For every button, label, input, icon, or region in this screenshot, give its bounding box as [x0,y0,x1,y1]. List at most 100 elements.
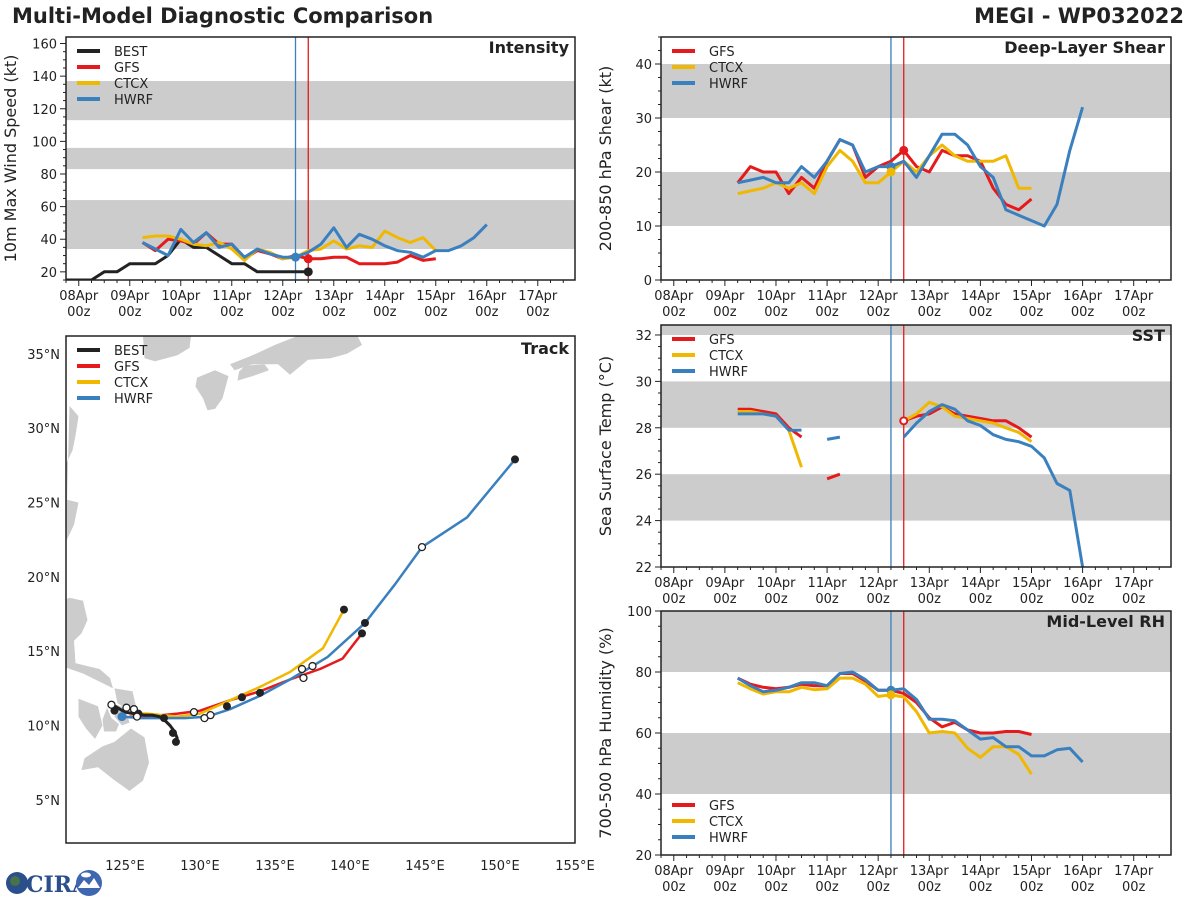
threshold-band [661,474,1171,521]
x-tick-sublabel: 00z [662,592,686,607]
x-tick-label: 15Apr [1012,576,1052,591]
lat-tick-label: 30°N [27,422,60,437]
panel-title: Track [521,339,569,358]
series-line-hwrf [902,403,1085,567]
x-tick-sublabel: 00z [475,305,499,320]
legend-label: BEST [114,45,147,60]
y-tick-label: 30 [635,375,652,390]
cira-logo: CIRA [6,870,102,898]
legend-label: CTCX [709,349,743,364]
track-line-best [112,703,179,740]
y-tick-label: 20 [40,266,57,281]
x-tick-label: 13Apr [910,289,950,304]
x-tick-sublabel: 00z [713,592,737,607]
threshold-band [661,611,1171,672]
lat-tick-label: 15°N [27,645,60,660]
x-tick-sublabel: 00z [526,305,550,320]
init-marker-gfs [899,145,909,155]
threshold-band [661,733,1171,794]
track-marker-open [297,664,307,674]
lon-tick-label: 150°E [480,859,520,874]
legend-label: CTCX [114,77,148,92]
land-samar [114,688,137,711]
y-tick-label: 24 [635,515,652,530]
y-tick-label: 20 [635,849,652,864]
lon-tick-label: 125°E [105,859,145,874]
legend-label: HWRF [709,77,748,92]
x-tick-sublabel: 00z [424,305,448,320]
threshold-band [661,64,1171,118]
y-tick-label: 80 [40,168,57,183]
x-tick-label: 09Apr [705,289,745,304]
legend-label: HWRF [709,831,748,846]
plot-area [66,37,575,280]
x-tick-label: 17Apr [1114,576,1154,591]
cloud-icon [81,872,91,878]
panel-title: Mid-Level RH [1046,612,1165,631]
y-tick-label: 0 [644,274,652,289]
track-marker-filled [237,693,246,702]
track-marker-open [417,542,427,552]
x-tick-label: 16Apr [1063,289,1103,304]
y-tick-label: 60 [40,201,57,216]
land-korea [143,336,191,362]
x-tick-label: 12Apr [859,576,899,591]
x-tick-sublabel: 00z [815,305,839,320]
lat-tick-label: 10°N [27,720,60,735]
track-marker-open [189,708,199,717]
x-tick-sublabel: 00z [1122,305,1146,320]
x-tick-sublabel: 00z [1071,880,1095,895]
y-tick-label: 40 [40,233,57,248]
x-tick-sublabel: 00z [373,305,397,320]
legend-label: BEST [114,344,147,359]
panel-title: Deep-Layer Shear [1004,38,1165,57]
land-china-coast [66,336,79,540]
track-marker-filled [222,702,231,711]
panel-title: SST [1132,326,1165,345]
x-tick-label: 14Apr [961,289,1001,304]
series-line-gfs [736,138,1033,212]
legend-label: GFS [114,61,140,76]
globe-land-icon [10,876,20,886]
map-area [66,336,519,791]
x-tick-sublabel: 00z [866,592,890,607]
x-tick-label: 08Apr [654,864,694,879]
land-japan-kyushu [195,370,229,411]
x-tick-sublabel: 00z [764,592,788,607]
legend-label: GFS [709,799,735,814]
x-tick-sublabel: 00z [969,592,993,607]
y-tick-label: 140 [32,70,57,85]
lon-tick-label: 140°E [330,859,370,874]
x-tick-sublabel: 00z [271,305,295,320]
plot-frame [65,36,576,281]
land-cebu-bohol [102,707,119,732]
x-tick-label: 10Apr [756,576,796,591]
track-end-marker-gfs [357,629,366,638]
y-tick-label: 30 [635,112,652,127]
track-marker-open [308,661,317,671]
x-tick-sublabel: 00z [1020,305,1044,320]
x-tick-label: 14Apr [961,576,1001,591]
x-tick-label: 08Apr [654,289,694,304]
y-tick-label: 100 [32,135,57,150]
sst-panel: 08Apr00z09Apr00z10Apr00z11Apr00z12Apr00z… [596,324,1172,607]
y-axis-label: 200-850 hPa Shear (kt) [596,66,615,252]
x-tick-sublabel: 00z [969,880,993,895]
track-marker-open [122,703,131,712]
y-tick-label: 120 [32,103,57,118]
lat-tick-label: 5°N [36,794,61,809]
x-tick-sublabel: 00z [662,880,686,895]
x-tick-label: 13Apr [314,289,354,304]
x-tick-label: 09Apr [705,576,745,591]
plot-background [661,325,1171,567]
x-tick-label: 11Apr [212,289,252,304]
x-tick-label: 11Apr [808,576,848,591]
x-tick-sublabel: 00z [1020,880,1044,895]
lat-tick-label: 20°N [27,571,60,586]
x-tick-sublabel: 00z [1020,592,1044,607]
series-line-ctcx [737,676,1033,776]
init-marker-best [303,267,313,277]
series-line-hwrf [737,106,1085,228]
x-tick-label: 12Apr [263,289,303,304]
